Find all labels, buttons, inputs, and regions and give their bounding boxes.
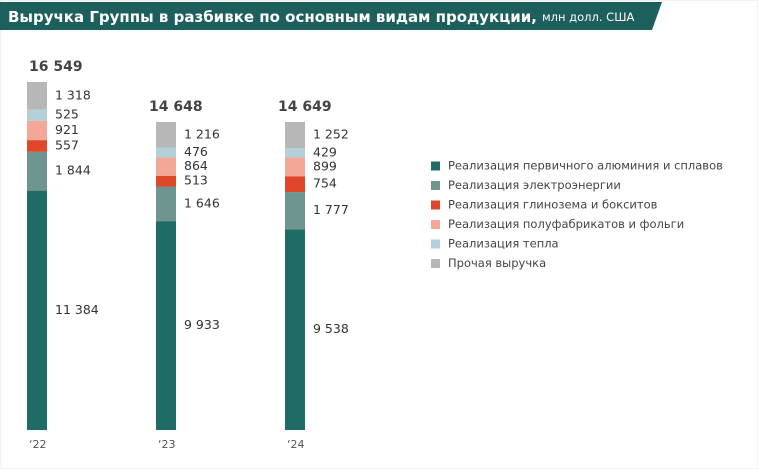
value-label: 9 538: [313, 321, 349, 336]
title-bar: [0, 2, 662, 30]
chart-title: Выручка Группы в разбивке по основным ви…: [8, 8, 634, 26]
bar-segment: [156, 175, 176, 187]
total-label: 16 549: [29, 59, 83, 75]
legend-label: Реализация глинозема и бокситов: [448, 198, 658, 212]
bar-segment: [285, 176, 305, 193]
legend-swatch: [431, 220, 440, 229]
bar-segment: [285, 121, 305, 149]
bar-segment: [27, 151, 47, 191]
legend-swatch: [431, 161, 440, 171]
value-label: 429: [313, 144, 337, 159]
value-label: 1 216: [184, 126, 220, 141]
value-label: 11 384: [55, 302, 99, 317]
value-label: 1 252: [313, 127, 349, 142]
bar-segment: [156, 147, 176, 158]
total-label: 14 649: [278, 99, 332, 115]
legend-label: Прочая выручка: [448, 256, 546, 270]
bar-segment: [27, 109, 47, 121]
legend-swatch: [431, 200, 440, 210]
bar-segment: [156, 157, 176, 176]
legend-swatch: [431, 239, 440, 249]
x-tick-label: ‘22: [29, 438, 47, 451]
legend-label: Реализация тепла: [448, 237, 559, 251]
bar-segment: [156, 121, 176, 148]
value-label: 921: [55, 122, 79, 137]
value-label: 557: [55, 137, 79, 152]
legend-label: Реализация электроэнергии: [448, 178, 621, 192]
value-label: 9 933: [184, 317, 220, 332]
value-label: 899: [313, 158, 337, 173]
bar-segment: [285, 192, 305, 230]
x-tick-label: ‘24: [287, 438, 305, 451]
bar-segment: [27, 82, 47, 110]
value-label: 525: [55, 107, 79, 122]
bar-segment: [27, 140, 47, 152]
value-label: 864: [184, 158, 208, 173]
value-label: 1 844: [55, 163, 91, 178]
bar-segment: [156, 186, 176, 222]
legend-swatch: [431, 181, 440, 190]
total-label: 14 648: [149, 99, 203, 115]
value-label: 1 318: [55, 87, 91, 102]
bar-segment: [156, 221, 176, 430]
legend-label: Реализация полуфабрикатов и фольги: [448, 217, 684, 231]
bar-segment: [285, 229, 305, 430]
bar-segment: [285, 148, 305, 158]
legend-swatch: [431, 259, 440, 268]
bar-segment: [27, 190, 47, 430]
bar-segment: [285, 157, 305, 177]
value-label: 1 646: [184, 195, 220, 210]
value-label: 754: [313, 176, 337, 191]
x-tick-label: ‘23: [158, 438, 176, 451]
legend-label: Реализация первичного алюминия и сплавов: [448, 159, 723, 173]
subtitle: млн долл. США: [542, 10, 635, 24]
value-label: 476: [184, 144, 208, 159]
bar-segment: [27, 120, 47, 141]
value-label: 513: [184, 173, 208, 188]
value-label: 1 777: [313, 202, 349, 217]
title: Выручка Группы в разбивке по основным ви…: [8, 8, 537, 26]
